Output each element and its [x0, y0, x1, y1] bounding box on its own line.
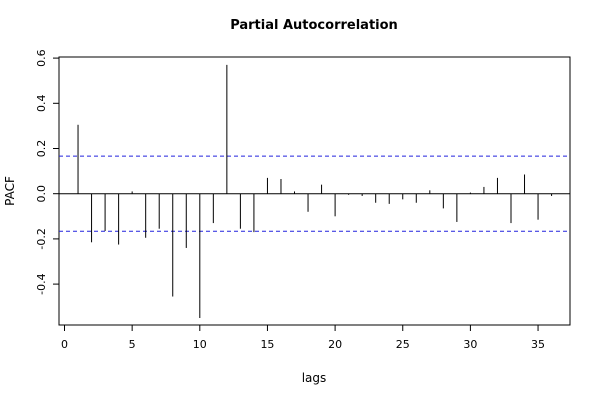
x-tick-label: 10 — [193, 338, 207, 351]
y-axis: -0.4 -0.2 0.0 0.2 0.4 0.6 — [35, 49, 59, 295]
pacf-bars — [77, 64, 553, 318]
x-tick-label: 30 — [463, 338, 477, 351]
x-tick-label: 25 — [396, 338, 410, 351]
plot-frame — [58, 56, 571, 326]
chart-title: Partial Autocorrelation — [230, 18, 398, 33]
y-axis-title: PACF — [3, 176, 17, 206]
x-axis-title: lags — [302, 371, 327, 385]
x-tick-label: 35 — [531, 338, 545, 351]
y-tick-label: 0.4 — [35, 95, 48, 113]
x-axis: 0 5 10 15 20 25 30 35 — [61, 325, 545, 351]
x-tick-label: 5 — [129, 338, 136, 351]
y-tick-label: 0.0 — [35, 185, 48, 203]
x-tick-label: 20 — [328, 338, 342, 351]
y-tick-label: -0.2 — [35, 228, 48, 249]
y-tick-label: -0.4 — [35, 273, 48, 294]
y-tick-label: 0.6 — [35, 49, 48, 67]
x-tick-label: 15 — [260, 338, 274, 351]
y-tick-label: 0.2 — [35, 140, 48, 158]
x-tick-label: 0 — [61, 338, 68, 351]
